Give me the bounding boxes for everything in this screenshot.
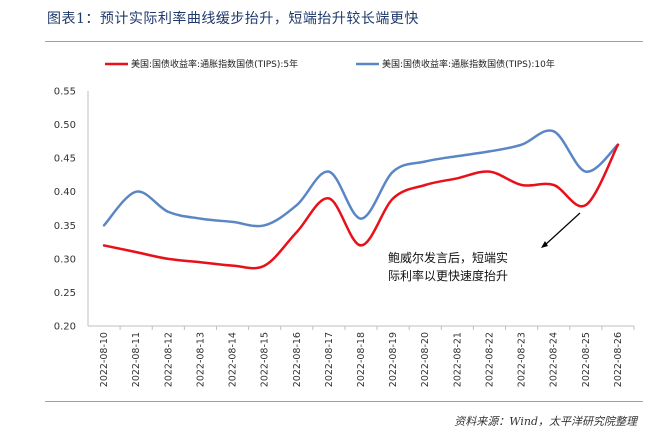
legend-label-tips-5y: 美国:国债收益率:通胀指数国债(TIPS):5年 — [131, 58, 298, 70]
x-tick-label: 2022-08-25 — [581, 332, 592, 387]
x-tick-label: 2022-08-17 — [324, 332, 335, 387]
x-tick-label: 2022-08-23 — [517, 332, 528, 387]
x-tick-label: 2022-08-18 — [356, 332, 367, 387]
x-tick-label: 2022-08-14 — [228, 332, 239, 387]
y-tick-label: 0.35 — [54, 221, 76, 232]
annotation: 鲍威尔发言后，短端实 际利率以更快速度抬升 — [388, 212, 581, 283]
x-tick-label: 2022-08-19 — [388, 332, 399, 387]
series-line-tips-5y — [102, 143, 620, 270]
footer-divider — [45, 401, 643, 402]
annotation-line-2: 际利率以更快速度抬升 — [388, 268, 508, 283]
y-tick-label: 0.25 — [54, 288, 76, 299]
legend-label-tips-10y: 美国:国债收益率:通胀指数国债(TIPS):10年 — [382, 58, 555, 70]
x-tick-label: 2022-08-11 — [131, 332, 142, 387]
x-tick-label: 2022-08-16 — [292, 332, 303, 387]
source-note: 资料来源：Wind，太平洋研究院整理 — [454, 415, 637, 428]
y-tick-label: 0.40 — [54, 187, 76, 198]
series-lines — [102, 129, 620, 270]
x-tick-label: 2022-08-24 — [549, 332, 560, 387]
title-divider — [45, 41, 643, 42]
y-tick-label: 0.55 — [54, 87, 76, 98]
x-tick-label: 2022-08-13 — [195, 332, 206, 387]
x-tick-label: 2022-08-26 — [613, 332, 624, 387]
series-line-tips-10y — [102, 129, 620, 228]
annotation-arrowhead — [541, 241, 548, 248]
legend: 美国:国债收益率:通胀指数国债(TIPS):5年 美国:国债收益率:通胀指数国债… — [105, 58, 555, 70]
y-tick-label: 0.20 — [54, 322, 76, 333]
y-tick-label: 0.50 — [54, 120, 76, 131]
y-tick-label: 0.30 — [54, 254, 76, 265]
annotation-line-1: 鲍威尔发言后，短端实 — [388, 250, 508, 265]
x-tick-label: 2022-08-12 — [163, 332, 174, 387]
x-tick-label: 2022-08-21 — [452, 332, 463, 387]
axes: 0.20 0.25 0.30 0.35 0.40 0.45 0.50 0.55 2022-08-… — [54, 87, 635, 387]
x-tick-label: 2022-08-10 — [99, 332, 110, 387]
x-tick-label: 2022-08-20 — [420, 332, 431, 387]
x-tick-label: 2022-08-22 — [484, 332, 495, 387]
x-tick-label: 2022-08-15 — [260, 332, 271, 387]
chart-title: 图表1：预计实际利率曲线缓步抬升，短端抬升较长端更快 — [47, 11, 419, 27]
annotation-arrow — [544, 212, 581, 246]
y-tick-label: 0.45 — [54, 154, 76, 165]
